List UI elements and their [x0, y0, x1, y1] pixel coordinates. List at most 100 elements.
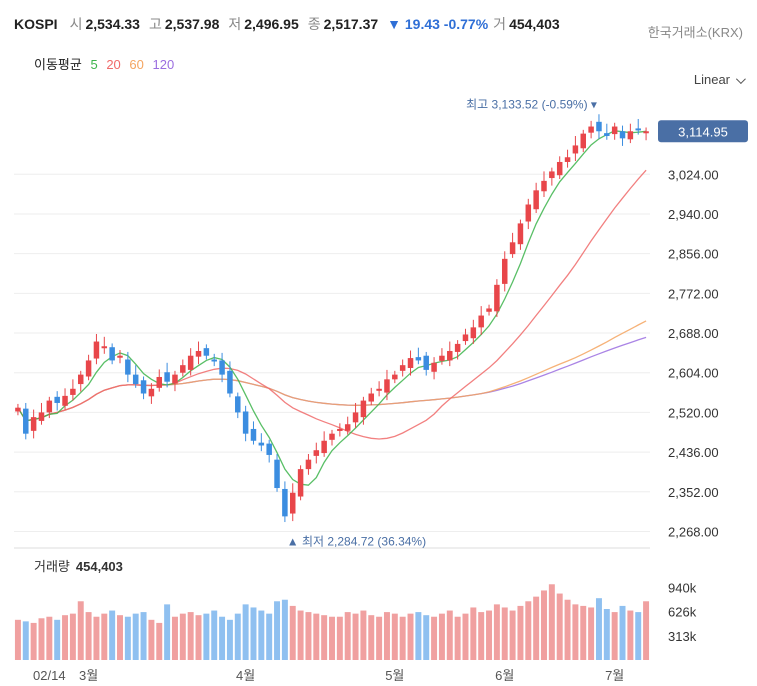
- candle-body: [627, 131, 634, 140]
- candle-body: [478, 315, 484, 328]
- volume-bar: [156, 622, 163, 660]
- volume-bar: [219, 616, 226, 660]
- high-value: 2,537.98: [164, 16, 220, 32]
- last-price-label: 3,114.95: [678, 124, 728, 139]
- candle-body: [321, 440, 327, 454]
- volume-bar: [415, 612, 422, 660]
- volume-value: 454,403: [509, 16, 560, 32]
- x-tick-label: 02/14: [33, 668, 66, 683]
- volume-bar: [399, 616, 406, 660]
- close-label: 종: [307, 16, 321, 32]
- volume-bar: [423, 615, 430, 660]
- candle-body: [15, 407, 21, 412]
- volume-bar: [203, 613, 210, 660]
- candle-body: [392, 374, 398, 380]
- volume-bar: [588, 607, 595, 660]
- x-tick-label: 3월: [79, 668, 98, 683]
- volume-bar: [297, 610, 304, 660]
- open-label: 시: [69, 16, 83, 32]
- x-tick-label: 7월: [605, 668, 624, 683]
- volume-bar: [54, 619, 61, 660]
- candle-body: [619, 131, 626, 139]
- candle-body: [486, 308, 492, 312]
- volume-bar: [572, 604, 579, 660]
- volume-bar: [635, 612, 642, 660]
- ma-line-20: [17, 169, 647, 440]
- volume-bar: [627, 610, 634, 660]
- x-tick-label: 6월: [495, 668, 514, 683]
- candle-body: [266, 443, 272, 455]
- volume-bar: [580, 605, 587, 660]
- volume-bar: [164, 604, 171, 660]
- candle-body: [556, 161, 563, 176]
- volume-bar: [140, 612, 147, 660]
- volume-bar: [258, 610, 265, 660]
- candle-body: [54, 396, 60, 403]
- candle-body: [274, 459, 280, 489]
- volume-bar: [564, 599, 571, 660]
- candle-body: [525, 204, 532, 222]
- candle-body: [132, 374, 139, 385]
- candle-body: [564, 157, 571, 162]
- candle-body: [93, 341, 100, 359]
- candle-body: [423, 355, 429, 370]
- volume-bar: [462, 613, 469, 660]
- candle-body: [297, 469, 304, 497]
- volume-bar: [407, 613, 414, 660]
- volume-bar: [533, 596, 540, 660]
- candle-body: [180, 365, 186, 373]
- volume-bar: [124, 616, 131, 660]
- candle-body: [148, 388, 155, 397]
- candle-body: [376, 388, 382, 391]
- volume-bar: [360, 610, 367, 660]
- ma-legend-120[interactable]: 120: [152, 57, 175, 72]
- ma-legend-5[interactable]: 5: [90, 57, 98, 72]
- candle-body: [399, 365, 406, 371]
- volume-bar: [22, 621, 29, 660]
- volume-bar: [595, 598, 602, 660]
- scale-dropdown[interactable]: Linear: [694, 72, 746, 87]
- candle-body: [572, 145, 579, 154]
- candle-body: [337, 428, 343, 431]
- volume-bar: [274, 601, 281, 660]
- candle-body: [125, 359, 131, 375]
- volume-bar: [30, 622, 37, 660]
- volume-label: 거: [493, 16, 507, 32]
- volume-bar: [321, 615, 328, 660]
- exchange-label: 한국거래소(KRX): [647, 25, 743, 40]
- candle-body: [611, 126, 618, 135]
- volume-title-label: 거래량: [34, 559, 70, 574]
- close-value: 2,517.37: [323, 16, 379, 32]
- volume-bar: [38, 618, 45, 660]
- volume-bar: [281, 599, 288, 660]
- ma-legend-60[interactable]: 60: [129, 57, 144, 72]
- candle-body: [643, 131, 649, 134]
- candle-body: [415, 357, 422, 361]
- volume-bar: [478, 612, 485, 660]
- volume-bar: [454, 616, 461, 660]
- candle-body: [454, 343, 461, 352]
- volume-title: 거래량 454,403: [34, 556, 123, 575]
- volume-bar: [266, 613, 273, 660]
- candle-body: [439, 355, 445, 361]
- ma-legend-20[interactable]: 20: [106, 57, 121, 72]
- y-tick-label: 2,520.00: [668, 405, 719, 420]
- volume-bar: [336, 616, 343, 660]
- volume-bar: [93, 616, 100, 660]
- candle-body: [494, 284, 500, 312]
- volume-bar: [69, 613, 76, 660]
- volume-bar: [525, 601, 532, 660]
- volume-bar: [109, 610, 116, 660]
- candle-body: [77, 374, 84, 385]
- candle-body: [242, 411, 249, 434]
- volume-bar: [643, 601, 650, 660]
- candle-body: [470, 327, 477, 339]
- candle-body: [313, 450, 320, 456]
- candle-body: [344, 424, 351, 431]
- candle-body: [156, 376, 163, 388]
- volume-bar: [171, 616, 178, 660]
- volume-bar: [77, 601, 84, 660]
- volume-tick-label: 940k: [668, 580, 697, 595]
- candle-body: [172, 374, 178, 384]
